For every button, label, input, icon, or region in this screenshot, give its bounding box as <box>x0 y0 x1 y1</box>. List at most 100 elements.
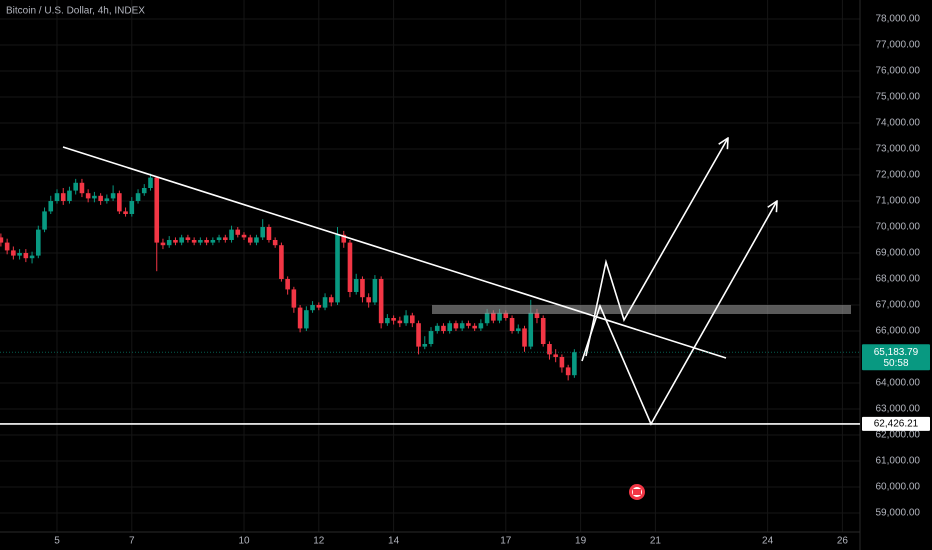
candle-body <box>291 289 297 308</box>
candle-body <box>17 252 22 256</box>
chart-title: Bitcoin / U.S. Dollar, 4h, INDEX <box>6 6 145 17</box>
candle-body <box>60 193 66 201</box>
y-tick-label: 60,000.00 <box>876 482 921 493</box>
y-tick-label: 78,000.00 <box>876 14 921 25</box>
x-tick-label: 21 <box>650 536 662 547</box>
candle-body <box>497 312 502 321</box>
candle-body <box>29 255 35 259</box>
candle-body <box>428 331 434 345</box>
candle-body <box>198 239 203 243</box>
y-tick-label: 68,000.00 <box>876 274 921 285</box>
candle-body <box>241 234 247 238</box>
y-tick-label: 75,000.00 <box>876 92 921 103</box>
candle-body <box>547 344 552 355</box>
candle-body <box>104 198 110 201</box>
candle-body <box>210 239 216 243</box>
candle-body <box>522 328 527 347</box>
candle-body <box>478 323 484 329</box>
candle-body <box>528 312 534 347</box>
candle-body <box>397 320 403 324</box>
candle-body <box>0 237 4 243</box>
drawings <box>62 138 851 500</box>
y-tick-label: 72,000.00 <box>876 170 921 181</box>
y-tick-label: 77,000.00 <box>876 40 921 51</box>
candle-body <box>466 323 471 326</box>
candle-body <box>148 177 153 188</box>
candle-body <box>266 226 272 240</box>
candle-body <box>316 305 322 308</box>
y-tick-label: 64,000.00 <box>876 378 921 389</box>
candle-body <box>322 297 328 308</box>
y-tick-label: 76,000.00 <box>876 66 921 77</box>
candle-body <box>11 250 16 256</box>
candle-body <box>260 226 266 238</box>
candle-body <box>484 312 490 324</box>
candle-body <box>254 237 259 243</box>
candle-body <box>540 318 546 345</box>
candle-body <box>491 312 496 321</box>
candle-body <box>553 354 558 358</box>
candle-body <box>378 279 384 324</box>
candle-body <box>285 279 290 290</box>
y-tick-label: 67,000.00 <box>876 300 921 311</box>
candle-body <box>503 312 509 319</box>
candle-body <box>223 237 228 240</box>
event-icon <box>629 484 645 500</box>
candle-body <box>173 239 178 243</box>
candle-body <box>447 323 453 332</box>
candle-body <box>559 357 565 368</box>
candle-body <box>279 245 284 280</box>
candle-body <box>235 229 241 235</box>
candle-body <box>297 307 303 329</box>
x-tick-label: 14 <box>388 536 400 547</box>
candle-body <box>117 193 122 212</box>
y-tick-label: 61,000.00 <box>876 456 921 467</box>
candle-body <box>98 195 103 201</box>
y-tick-label: 69,000.00 <box>876 248 921 259</box>
candle-body <box>304 310 309 329</box>
candle-body <box>335 234 340 303</box>
y-tick-label: 62,000.00 <box>876 430 921 441</box>
candle-body <box>434 325 440 332</box>
y-tick-label: 66,000.00 <box>876 326 921 337</box>
candle-body <box>79 182 85 194</box>
candle-body <box>4 242 10 251</box>
candle-body <box>229 229 234 240</box>
projection-path <box>581 201 777 426</box>
x-tick-label: 5 <box>54 536 60 547</box>
x-tick-label: 12 <box>313 536 325 547</box>
candle-body <box>179 237 184 243</box>
x-tick-label: 26 <box>837 536 849 547</box>
candle-body <box>54 193 60 201</box>
zone-rectangle <box>432 305 851 314</box>
candle-body <box>341 234 347 243</box>
candle-body <box>141 187 147 194</box>
candle-body <box>216 237 222 240</box>
y-tick-label: 70,000.00 <box>876 222 921 233</box>
candle-body <box>110 193 116 199</box>
candle-body <box>23 252 29 259</box>
candle-body <box>92 195 97 199</box>
y-tick-label: 71,000.00 <box>876 196 921 207</box>
hline-label-box <box>862 416 930 431</box>
candle-body <box>441 325 446 332</box>
candle-body <box>372 279 378 303</box>
candle-body <box>416 323 421 347</box>
candle-body <box>35 229 41 256</box>
last-price-box <box>862 344 930 371</box>
projection-path <box>585 138 728 357</box>
y-tick-label: 74,000.00 <box>876 118 921 129</box>
candle-body <box>515 328 521 332</box>
x-tick-label: 17 <box>500 536 512 547</box>
candle-body <box>73 182 78 191</box>
candle-body <box>48 200 54 212</box>
candle-body <box>204 239 209 243</box>
candle-body <box>472 325 477 329</box>
candle-body <box>509 318 515 332</box>
candle-body <box>247 237 253 243</box>
candle-body <box>403 315 409 324</box>
candle-body <box>328 297 334 303</box>
candle-body <box>422 344 428 347</box>
